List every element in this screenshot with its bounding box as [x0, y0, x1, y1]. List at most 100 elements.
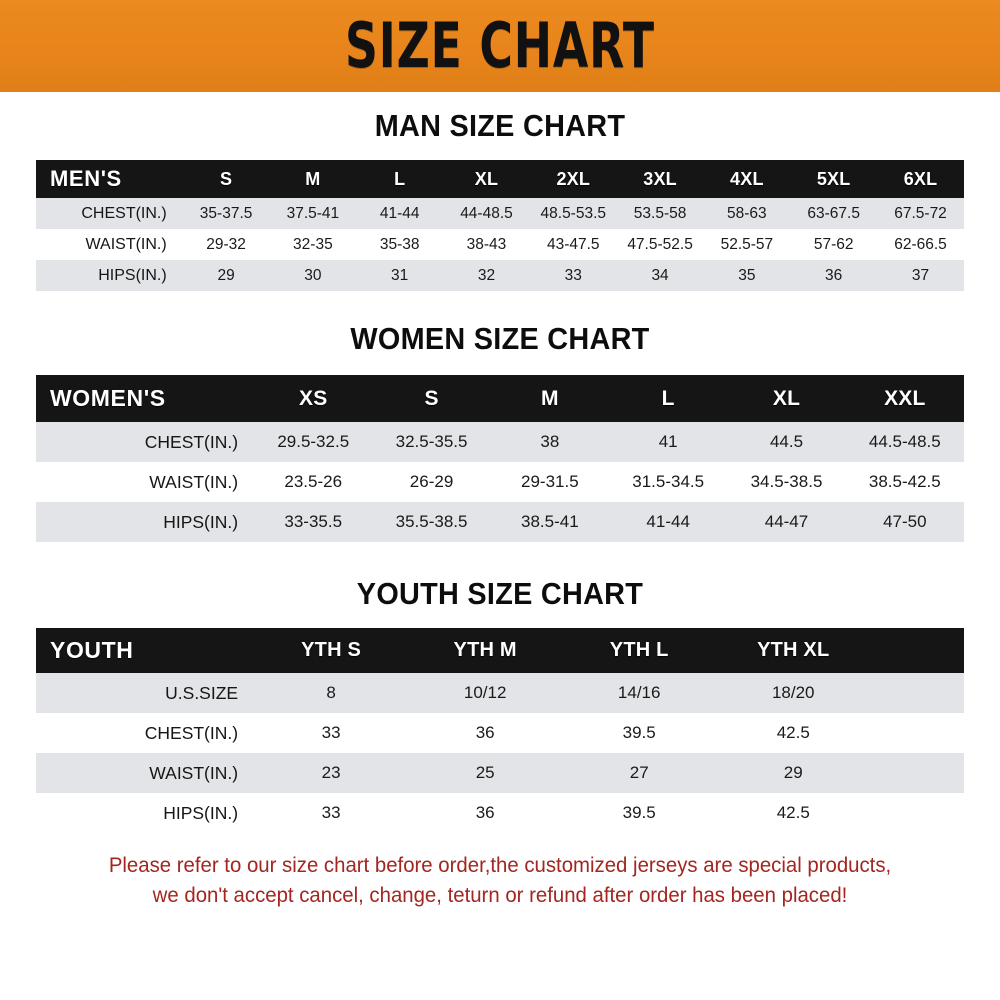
row-label-hips: HIPS(IN.) — [98, 266, 167, 284]
cell: 53.5-58 — [633, 204, 687, 222]
page-banner: SIZE CHART — [0, 0, 1000, 92]
cell: 35-37.5 — [199, 204, 253, 222]
cell: 32-35 — [293, 235, 333, 253]
cell: 35.5-38.5 — [395, 512, 468, 531]
size-table-women: WOMEN'S XS S M L XL XXL CHEST(IN.) 29.5-… — [36, 375, 964, 542]
row-label-chest: CHEST(IN.) — [81, 204, 167, 222]
cell: 37 — [911, 266, 930, 284]
cell: 33-35.5 — [284, 512, 343, 531]
cell: 34.5-38.5 — [750, 472, 823, 491]
cell: 39.5 — [622, 723, 656, 742]
col-header-xs: XS — [299, 386, 328, 410]
cell: 31 — [391, 266, 409, 284]
cell: 41 — [658, 432, 678, 451]
table-row: CHEST(IN.) 33 36 39.5 42.5 — [36, 713, 964, 753]
footer-line-1: Please refer to our size chart before or… — [108, 854, 892, 877]
cell: 29-31.5 — [521, 472, 579, 491]
section-title-man: MAN SIZE CHART — [374, 108, 626, 143]
corner-label-men: MEN'S — [50, 166, 122, 191]
col-header-xl: XL — [474, 168, 499, 189]
table-row: CHEST(IN.) 35-37.5 37.5-41 41-44 44-48.5… — [36, 198, 964, 229]
cell: 33 — [321, 723, 341, 742]
col-header-2xl: 2XL — [556, 168, 591, 189]
table-row: U.S.SIZE 8 10/12 14/16 18/20 — [36, 673, 964, 713]
corner-label-womens: WOMEN'S — [50, 385, 166, 411]
cell: 31.5-34.5 — [632, 472, 705, 491]
spacer-women-title-table — [0, 357, 1000, 375]
col-header-s: S — [424, 386, 439, 410]
cell: 63-67.5 — [807, 204, 860, 222]
table-row: WAIST(IN.) 23.5-26 26-29 29-31.5 31.5-34… — [36, 462, 964, 502]
cell: 8 — [326, 683, 336, 702]
col-header-yth-xl: YTH XL — [757, 639, 830, 661]
cell: 29.5-32.5 — [277, 432, 350, 451]
row-label-us-size: U.S.SIZE — [165, 682, 239, 703]
col-header-6xl: 6XL — [903, 168, 938, 189]
col-header-s: S — [219, 168, 233, 189]
spacer-before-man-title — [0, 92, 1000, 108]
corner-label-youth: YOUTH — [50, 637, 134, 663]
cell: 30 — [304, 266, 322, 284]
cell: 25 — [475, 763, 495, 782]
cell: 44.5-48.5 — [868, 432, 941, 451]
row-label-chest: CHEST(IN.) — [144, 722, 239, 743]
section-title-women: WOMEN SIZE CHART — [350, 321, 650, 356]
cell: 44-47 — [764, 512, 809, 531]
cell: 41-44 — [379, 204, 420, 222]
col-header-yth-m: YTH M — [453, 639, 517, 661]
size-table-youth: YOUTH YTH S YTH M YTH L YTH XL U.S.SIZE … — [36, 628, 964, 833]
cell: 57-62 — [813, 235, 854, 253]
cell: 36 — [475, 803, 495, 822]
cell: 32 — [477, 266, 496, 284]
cell: 29-32 — [206, 235, 246, 253]
cell: 67.5-72 — [894, 204, 947, 222]
col-header-l: L — [394, 168, 406, 189]
col-header-yth-s: YTH S — [301, 639, 362, 661]
row-label-waist: WAIST(IN.) — [85, 235, 167, 253]
col-header-3xl: 3XL — [643, 168, 677, 189]
table-header-row-man: MEN'S S M L XL 2XL 3XL 4XL 5XL 6XL — [36, 160, 964, 198]
table-row: WAIST(IN.) 29-32 32-35 35-38 38-43 43-47… — [36, 229, 964, 260]
cell-spacer — [870, 753, 964, 793]
cell: 44.5 — [769, 432, 804, 451]
cell: 27 — [629, 763, 649, 782]
footer-line-2: we don't accept cancel, change, teturn o… — [152, 883, 848, 907]
spacer-youth-title-table — [0, 612, 1000, 628]
cell: 38.5-41 — [521, 512, 579, 531]
cell: 43-47.5 — [546, 235, 600, 253]
cell: 35 — [738, 266, 756, 284]
col-header-yth-l: YTH L — [609, 639, 669, 661]
cell: 37.5-41 — [286, 204, 340, 222]
row-label-hips: HIPS(IN.) — [163, 511, 239, 532]
col-header-m: M — [541, 386, 559, 410]
cell: 47-50 — [883, 512, 927, 531]
cell: 38-43 — [466, 235, 507, 253]
cell: 39.5 — [622, 803, 656, 822]
col-header-4xl: 4XL — [730, 168, 764, 189]
section-title-youth: YOUTH SIZE CHART — [356, 576, 644, 611]
cell: 62-66.5 — [894, 235, 947, 253]
col-header-5xl: 5XL — [816, 168, 851, 189]
cell-spacer — [870, 673, 964, 713]
section-youth: YOUTH SIZE CHART YOUTH YTH S YTH M YTH L — [0, 576, 1000, 833]
table-header-row-women: WOMEN'S XS S M L XL XXL — [36, 375, 964, 422]
cell: 18/20 — [771, 683, 815, 702]
cell: 10/12 — [463, 683, 507, 702]
cell: 23 — [321, 763, 341, 782]
row-label-chest: CHEST(IN.) — [144, 431, 239, 452]
spacer-after-women-table — [0, 542, 1000, 576]
cell: 33 — [321, 803, 341, 822]
cell: 41-44 — [646, 512, 690, 531]
size-table-man: MEN'S S M L XL 2XL 3XL 4XL 5XL 6XL CHEST — [36, 160, 964, 291]
cell-spacer — [870, 713, 964, 753]
cell: 58-63 — [727, 204, 767, 222]
cell: 38.5-42.5 — [868, 472, 941, 491]
cell: 44-48.5 — [460, 204, 513, 222]
row-label-waist: WAIST(IN.) — [149, 471, 239, 492]
table-row: HIPS(IN.) 33 36 39.5 42.5 — [36, 793, 964, 833]
footer-disclaimer: Please refer to our size chart before or… — [15, 851, 985, 911]
cell: 42.5 — [776, 803, 810, 822]
col-header-l: L — [661, 386, 675, 410]
table-wrap-youth: YOUTH YTH S YTH M YTH L YTH XL U.S.SIZE … — [36, 628, 964, 833]
